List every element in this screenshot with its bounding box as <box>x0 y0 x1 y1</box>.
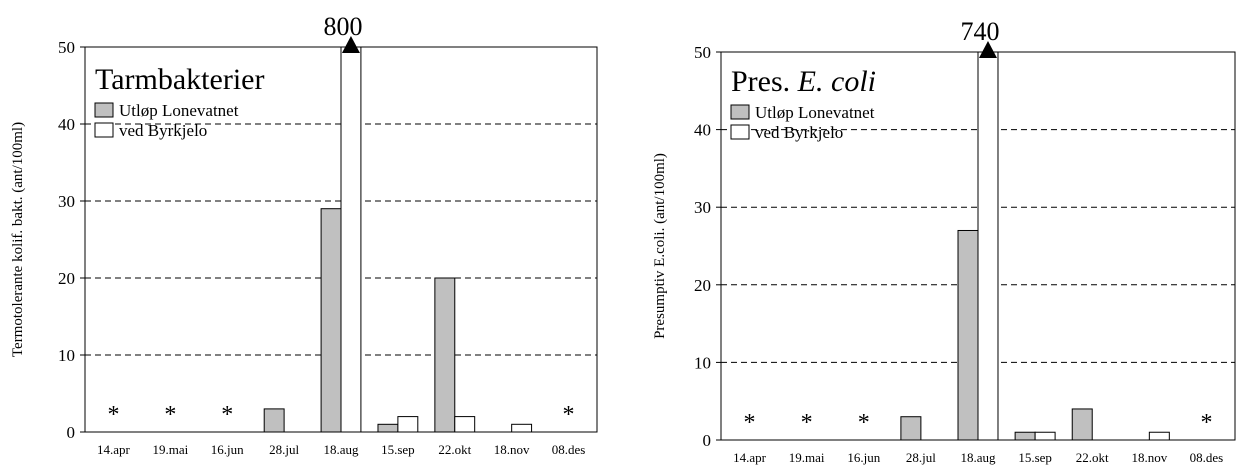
x-tick-label: 18.nov <box>1131 450 1167 465</box>
y-tick-label: 50 <box>694 43 711 62</box>
missing-marker: * <box>221 402 233 428</box>
x-tick-label: 18.nov <box>494 442 530 457</box>
chart-title-plain: Pres. <box>731 65 798 98</box>
legend-swatch <box>730 124 750 140</box>
legend-label: ved Byrkjelo <box>119 121 207 140</box>
x-tick-label: 08.des <box>1190 450 1224 465</box>
off-scale-label: 740 <box>960 17 999 46</box>
legend-swatch <box>94 122 114 138</box>
bar <box>1148 431 1170 441</box>
plot-frame <box>84 46 598 433</box>
x-tick-label: 28.jul <box>906 450 936 465</box>
x-tick-label: 19.mai <box>152 442 188 457</box>
y-tick-label: 20 <box>58 269 75 288</box>
bar <box>1071 408 1093 441</box>
x-tick-label: 08.des <box>552 442 586 457</box>
missing-marker: * <box>563 402 575 428</box>
bar <box>340 46 362 433</box>
y-tick-label: 0 <box>67 423 76 442</box>
missing-marker: * <box>858 410 870 436</box>
x-tick-label: 18.aug <box>960 450 996 465</box>
chart-title: Tarmbakterier <box>95 63 264 96</box>
x-tick-label: 19.mai <box>789 450 825 465</box>
y-tick-label: 10 <box>694 353 711 372</box>
x-tick-label: 18.aug <box>323 442 359 457</box>
bar <box>957 229 979 441</box>
y-tick-label: 20 <box>694 276 711 295</box>
x-tick-label: 22.okt <box>1076 450 1109 465</box>
y-axis-label: Presumptiv E.coli. (ant/100ml) <box>652 153 668 339</box>
legend-label: ved Byrkjelo <box>755 123 843 142</box>
bar <box>397 416 419 433</box>
legend-label: Utløp Lonevatnet <box>119 101 239 120</box>
x-tick-label: 28.jul <box>269 442 299 457</box>
y-tick-label: 30 <box>58 192 75 211</box>
legend-swatch <box>94 102 114 118</box>
bar <box>434 277 456 433</box>
chart-tarmbakterier: * * * * 800 0 10 20 30 40 50 14.apr 19.mai 16.jun 28.j… <box>0 0 600 466</box>
x-tick-label: 14.apr <box>97 442 131 457</box>
off-scale-arrow <box>978 41 997 58</box>
bar <box>900 416 922 441</box>
missing-marker: * <box>1200 410 1212 436</box>
chart-title: Pres. E. coli <box>731 65 876 98</box>
bar <box>377 423 399 433</box>
y-tick-label: 30 <box>694 198 711 217</box>
chart-svg: * * * * 740 0 10 20 30 40 50 14.apr 19.mai 16.jun 28.j… <box>652 17 1236 465</box>
x-tick-label: 16.jun <box>211 442 244 457</box>
y-tick-label: 50 <box>58 38 75 57</box>
bar <box>320 208 342 433</box>
bar <box>511 423 533 433</box>
y-tick-label: 10 <box>58 346 75 365</box>
chart-pres-e-coli: * * * * 740 0 10 20 30 40 50 14.apr 19.mai 16.jun 28.j… <box>630 0 1239 466</box>
legend-swatch <box>730 104 750 120</box>
legend-label: Utløp Lonevatnet <box>755 103 875 122</box>
chart-title-italic: E. coli <box>797 65 876 98</box>
missing-marker: * <box>801 410 813 436</box>
y-tick-label: 40 <box>694 121 711 140</box>
bar <box>1034 431 1056 441</box>
bar <box>454 416 476 433</box>
missing-marker: * <box>107 402 119 428</box>
x-tick-label: 22.okt <box>438 442 471 457</box>
y-tick-label: 40 <box>58 115 75 134</box>
x-tick-label: 16.jun <box>847 450 880 465</box>
x-tick-label: 14.apr <box>733 450 767 465</box>
y-tick-label: 0 <box>703 431 712 450</box>
missing-marker: * <box>744 410 756 436</box>
bar <box>977 51 999 441</box>
x-tick-label: 15.sep <box>381 442 415 457</box>
chart-svg: * * * * 800 0 10 20 30 40 50 14.apr 19.mai 16.jun 28.j… <box>10 12 598 457</box>
y-axis-label: Termotolerante kolif. bakt. (ant/100ml) <box>10 122 26 357</box>
x-tick-label: 15.sep <box>1018 450 1052 465</box>
off-scale-arrow <box>341 36 360 53</box>
missing-marker: * <box>164 402 176 428</box>
plot-frame <box>720 51 1236 441</box>
bar <box>1014 431 1036 441</box>
bar <box>263 408 285 433</box>
off-scale-label: 800 <box>323 12 362 41</box>
